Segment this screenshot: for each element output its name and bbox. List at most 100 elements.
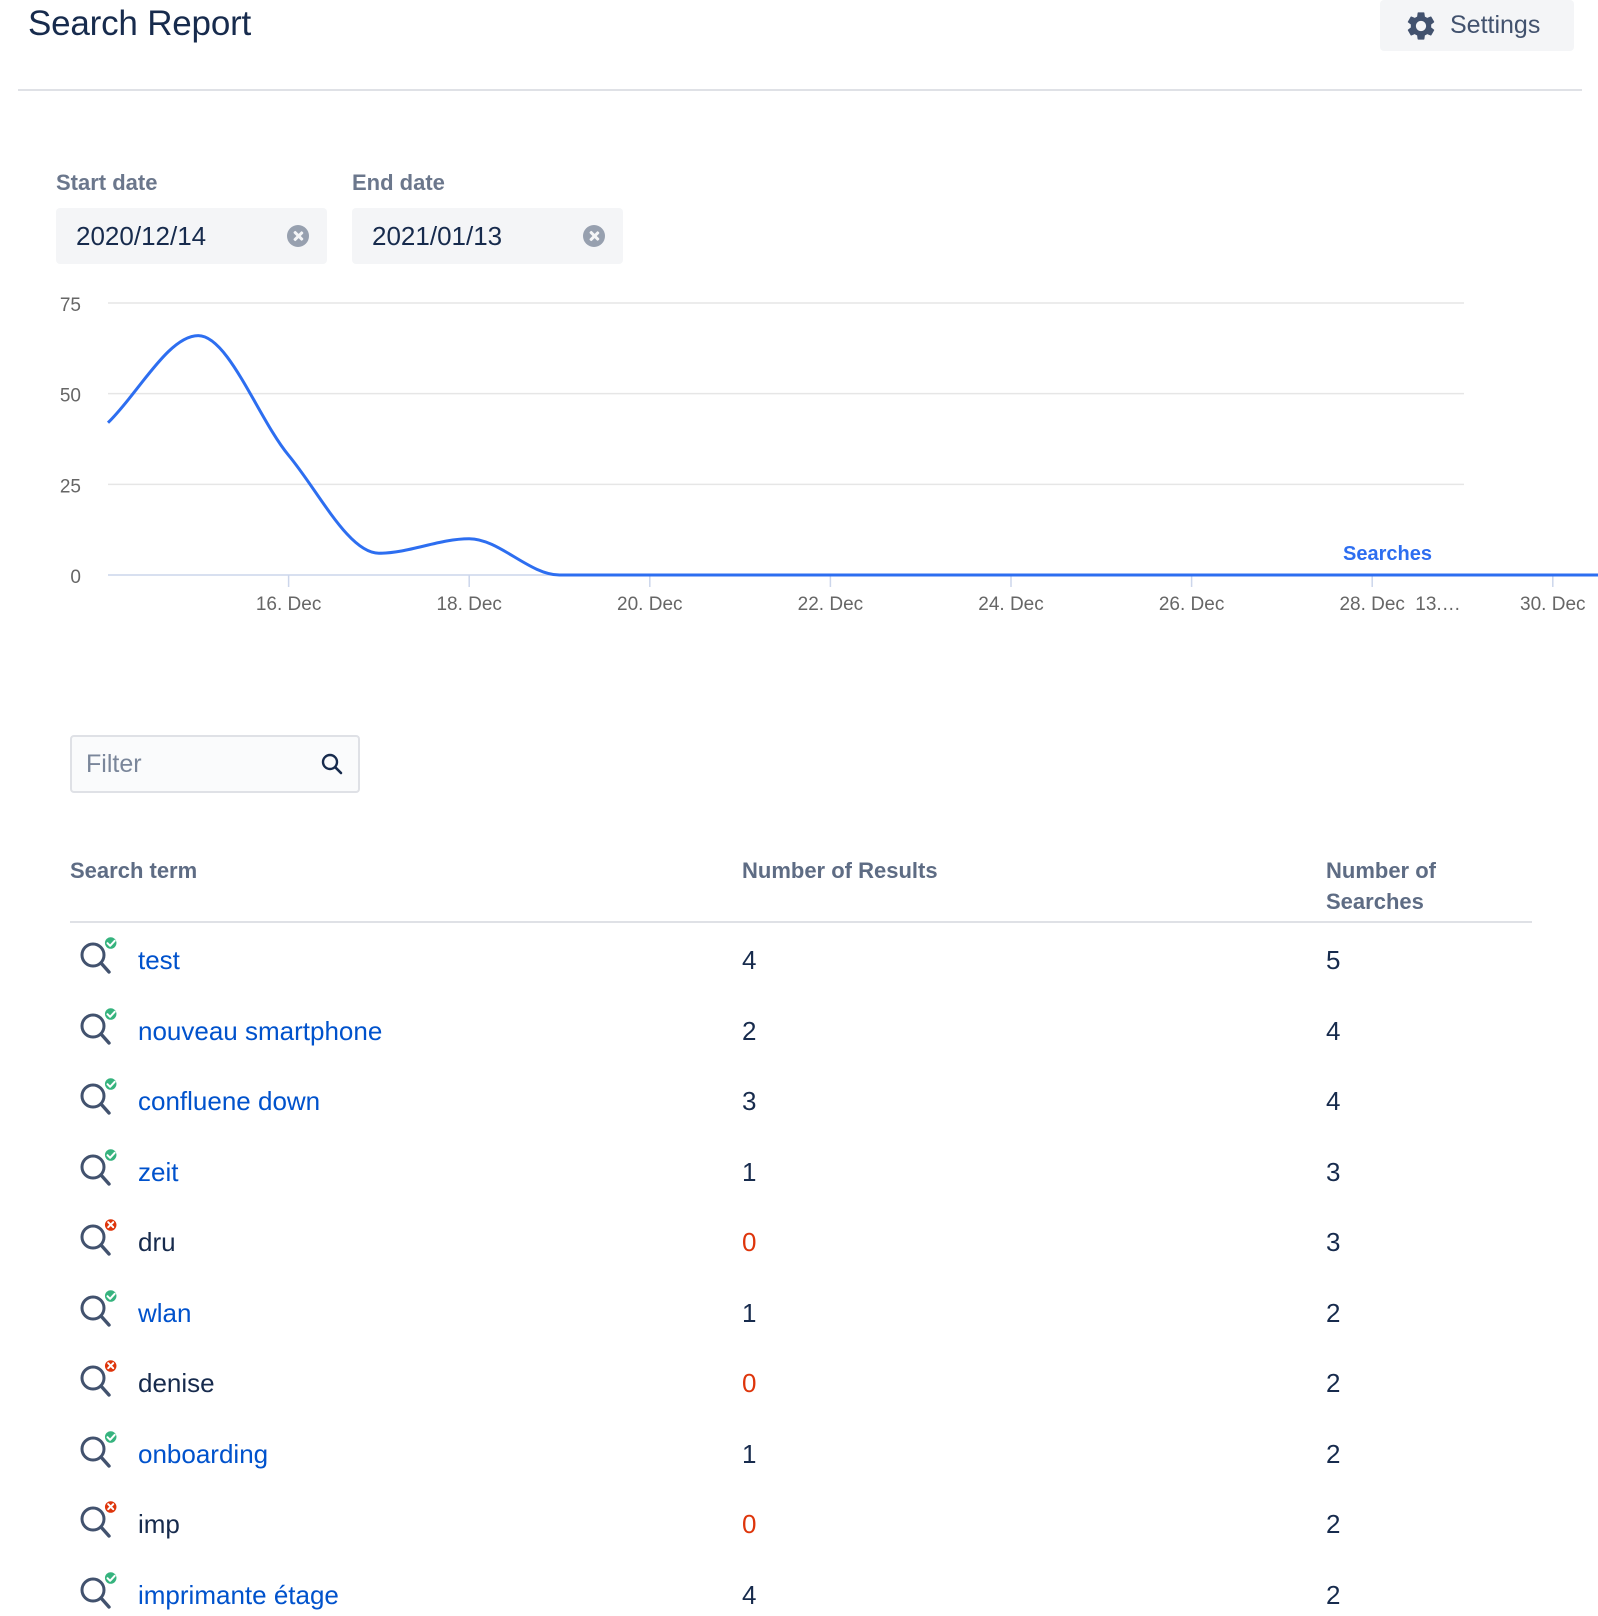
settings-label: Settings <box>1450 11 1541 39</box>
table-row: onboarding 1 2 <box>70 1417 1532 1488</box>
table-row: nouveau smartphone 2 4 <box>70 994 1532 1065</box>
data-point[interactable] <box>557 572 563 578</box>
gear-icon <box>1407 11 1435 40</box>
searches-count: 4 <box>1326 1086 1341 1116</box>
start-date-group: Start date 2020/12/14 <box>56 170 327 264</box>
table-header: Search term Number of Results Number of … <box>70 855 1532 923</box>
search-no-results-icon <box>80 1359 118 1397</box>
search-success-icon <box>80 1006 118 1045</box>
table-row: imp 0 2 <box>70 1487 1532 1558</box>
table-row: denise 0 2 <box>70 1346 1532 1417</box>
data-point[interactable] <box>1279 572 1285 578</box>
x-tick-label: 22. Dec <box>798 594 863 615</box>
search-success-icon <box>80 1147 118 1186</box>
search-term: imp <box>138 1509 180 1539</box>
clear-icon[interactable] <box>287 225 309 247</box>
end-date-label: End date <box>352 170 445 195</box>
x-tick-label: 16. Dec <box>256 594 321 615</box>
start-date-value: 2020/12/14 <box>76 220 207 251</box>
table-row: zeit 1 3 <box>70 1135 1532 1206</box>
search-term: dru <box>138 1227 176 1257</box>
data-point[interactable] <box>1550 572 1556 578</box>
results-count: 2 <box>742 1015 757 1046</box>
start-date-label: Start date <box>56 170 158 195</box>
data-point[interactable] <box>1008 572 1014 578</box>
search-no-results-icon <box>80 1500 118 1538</box>
x-tick-label: 30. Dec <box>1520 594 1585 615</box>
x-tick-label: 26. Dec <box>1159 594 1224 615</box>
series-label: Searches <box>1343 543 1432 565</box>
searches-chart: 0 25 50 75 16. Dec 18. Dec 20. Dec 22. Dec 24. D… <box>60 295 1598 615</box>
searches-count: 2 <box>1326 1368 1341 1398</box>
table-row: test 4 5 <box>70 923 1532 994</box>
data-point[interactable] <box>918 572 924 578</box>
filter-input[interactable] <box>86 749 306 779</box>
searches-count: 2 <box>1326 1579 1341 1610</box>
data-point[interactable] <box>647 572 653 578</box>
search-term: denise <box>138 1368 215 1398</box>
y-tick-label: 50 <box>60 386 81 407</box>
search-term[interactable]: wlan <box>138 1297 192 1328</box>
searches-count: 3 <box>1326 1227 1341 1257</box>
data-point[interactable] <box>1460 572 1466 578</box>
data-point[interactable] <box>1098 572 1104 578</box>
header-divider <box>18 89 1582 91</box>
end-date-group: End date 2021/01/13 <box>352 170 623 264</box>
search-success-icon <box>80 1570 118 1609</box>
results-count: 0 <box>742 1368 757 1398</box>
x-tick-label: 20. Dec <box>617 594 682 615</box>
search-no-results-icon <box>80 1218 118 1256</box>
searches-count: 3 <box>1326 1156 1341 1187</box>
results-count: 3 <box>742 1086 757 1116</box>
search-term[interactable]: zeit <box>138 1156 179 1187</box>
search-terms-table: Search term Number of Results Number of … <box>70 855 1532 1616</box>
x-tick-label: 13.… <box>1415 594 1460 615</box>
search-success-icon <box>80 936 118 974</box>
x-tick-label: 24. Dec <box>978 594 1043 615</box>
series-line-searches[interactable] <box>106 334 1598 577</box>
column-header-results[interactable]: Number of Results <box>742 858 938 883</box>
start-date-field[interactable]: 2020/12/14 <box>56 208 327 264</box>
y-tick-label: 25 <box>60 476 81 497</box>
results-count: 0 <box>742 1227 757 1257</box>
search-term[interactable]: test <box>138 945 180 975</box>
searches-count: 4 <box>1326 1015 1341 1046</box>
end-date-field[interactable]: 2021/01/13 <box>352 208 623 264</box>
data-point[interactable] <box>376 550 382 556</box>
column-header-term[interactable]: Search term <box>70 858 198 883</box>
results-count: 4 <box>742 945 757 975</box>
search-term[interactable]: onboarding <box>138 1438 269 1469</box>
results-count: 1 <box>742 1438 757 1469</box>
y-tick-label: 75 <box>60 295 81 316</box>
data-point[interactable] <box>827 572 833 578</box>
search-term[interactable]: imprimante étage <box>138 1579 339 1610</box>
searches-count: 2 <box>1326 1297 1341 1328</box>
clear-icon[interactable] <box>583 225 605 247</box>
data-point[interactable] <box>286 452 292 458</box>
data-point[interactable] <box>105 420 111 426</box>
page-title: Search Report <box>28 4 252 43</box>
search-success-icon <box>80 1288 118 1327</box>
table-row: confluene down 3 4 <box>70 1064 1532 1135</box>
results-count: 0 <box>742 1509 757 1539</box>
table-body: test 4 5 nouveau smartphone 2 4 confluene down… <box>70 923 1532 1616</box>
data-point[interactable] <box>466 536 472 542</box>
search-term[interactable]: nouveau smartphone <box>138 1015 383 1046</box>
y-tick-label: 0 <box>70 567 81 588</box>
filter-field[interactable] <box>70 735 360 793</box>
column-header-searches[interactable]: Number of Searches <box>1326 858 1436 914</box>
x-tick-label: 28. Dec <box>1339 594 1404 615</box>
searches-count: 2 <box>1326 1509 1341 1539</box>
table-row: dru 0 3 <box>70 1205 1532 1276</box>
searches-count: 5 <box>1326 945 1341 975</box>
data-point[interactable] <box>1369 572 1375 578</box>
search-icon[interactable] <box>320 752 344 776</box>
data-point[interactable] <box>195 333 201 339</box>
settings-button[interactable]: Settings <box>1380 0 1574 51</box>
data-point[interactable] <box>1189 572 1195 578</box>
search-success-icon <box>80 1429 118 1468</box>
data-point[interactable] <box>737 572 743 578</box>
search-term[interactable]: confluene down <box>138 1086 321 1116</box>
searches-count: 2 <box>1326 1438 1341 1469</box>
results-count: 1 <box>742 1156 757 1187</box>
